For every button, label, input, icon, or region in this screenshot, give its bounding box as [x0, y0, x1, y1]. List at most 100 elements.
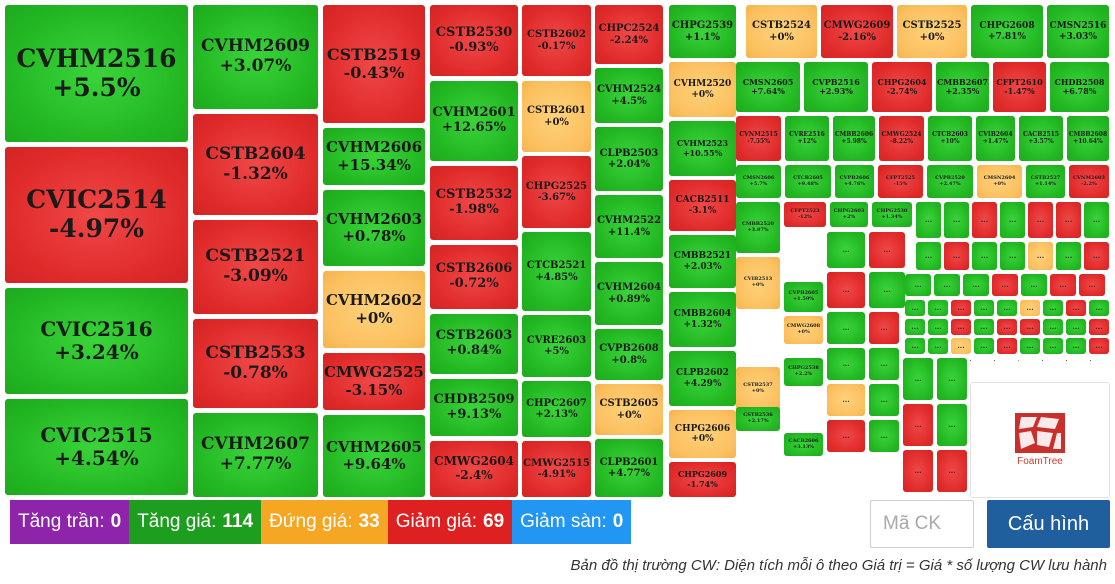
tile-cstb2602[interactable]: CSTB2602 -0.17%: [522, 5, 591, 76]
tile-more[interactable]: ...: [1043, 338, 1063, 354]
tile-more[interactable]: ...: [944, 202, 969, 238]
tile-cvhm2603[interactable]: CVHM2603 +0.78%: [323, 190, 425, 266]
tile-cvic2514[interactable]: CVIC2514 -4.97%: [5, 147, 188, 283]
tile-more[interactable]: ...: [963, 274, 989, 296]
config-button[interactable]: Cấu hình: [987, 500, 1110, 548]
tile-clpb2602[interactable]: CLPB2602 +4.29%: [669, 351, 736, 406]
tile-cstb2601[interactable]: CSTB2601 +0%: [522, 81, 591, 152]
tile-more[interactable]: ...: [1089, 319, 1109, 335]
tile-chpg2525[interactable]: CHPG2525 -3.67%: [522, 156, 591, 228]
tile-clpb2601[interactable]: CLPB2601 +4.77%: [595, 439, 663, 497]
tile-cstb2521[interactable]: CSTB2521 -3.09%: [193, 220, 318, 314]
tile-more[interactable]: ...: [1066, 319, 1086, 335]
tile-more[interactable]: ...: [905, 274, 931, 296]
tile-more[interactable]: ...: [827, 384, 865, 416]
legend-up[interactable]: Tăng giá: 114: [129, 500, 262, 544]
tile-more[interactable]: ...: [827, 272, 865, 308]
tile-cmwg2515[interactable]: CMWG2515 -4.91%: [522, 441, 591, 497]
legend-floor[interactable]: Giảm sàn: 0: [512, 500, 632, 544]
tile-more[interactable]: ...: [869, 348, 899, 380]
tile-more[interactable]: ...: [1028, 202, 1053, 238]
tile-cstb2532[interactable]: CSTB2532 -1.98%: [430, 166, 518, 240]
tile-cfpt2525[interactable]: CFPT2525 -15%: [878, 165, 923, 198]
tile-more[interactable]: ...: [869, 232, 905, 268]
tile-cvre2516[interactable]: CVRE2516 +12%: [785, 116, 829, 161]
tile-cmbb2604[interactable]: CMBB2604 +1.32%: [669, 292, 736, 347]
legend-flat[interactable]: Đứng giá: 33: [261, 500, 388, 544]
tile-more[interactable]: ...: [928, 319, 948, 335]
tile-chpc2524[interactable]: CHPC2524 -2.24%: [595, 5, 663, 64]
tile-cmbb2606[interactable]: CMBB2606 +5.98%: [833, 116, 875, 161]
tile-cacb2511[interactable]: CACB2511 -3.1%: [669, 180, 736, 231]
tile-cmwg2608[interactable]: CMWG2608 +0%: [784, 316, 823, 344]
tile-more[interactable]: ...: [997, 319, 1017, 335]
tile-more[interactable]: ...: [1043, 300, 1063, 316]
tile-more[interactable]: ...: [1066, 360, 1067, 361]
tile-more[interactable]: ...: [1066, 300, 1086, 316]
tile-chpg2609[interactable]: CHPG2609 -1.74%: [669, 462, 736, 497]
tile-more[interactable]: ...: [1089, 338, 1109, 354]
tile-more[interactable]: ...: [916, 202, 941, 238]
tile-chpg2608[interactable]: CHPG2608 +7.81%: [971, 5, 1043, 58]
tile-cvpb2606[interactable]: CVPB2606 +4.76%: [835, 165, 874, 198]
tile-more[interactable]: ...: [1018, 360, 1019, 361]
tile-more[interactable]: ...: [992, 274, 1018, 296]
tile-cstb2533[interactable]: CSTB2533 -0.78%: [193, 319, 318, 408]
tile-cstb2605[interactable]: CSTB2605 +0%: [595, 384, 663, 435]
tile-chpg2539[interactable]: CHPG2539 +1.1%: [669, 5, 736, 58]
tile-more[interactable]: ...: [997, 300, 1017, 316]
tile-cvhm2604[interactable]: CVHM2604 +0.89%: [595, 262, 663, 325]
tile-more[interactable]: ...: [903, 450, 933, 492]
tile-more[interactable]: ...: [1090, 360, 1091, 361]
legend-down[interactable]: Giảm giá: 69: [387, 500, 513, 544]
tile-more[interactable]: ...: [869, 420, 899, 452]
tile-more[interactable]: ...: [974, 338, 994, 354]
tile-more[interactable]: ...: [928, 300, 948, 316]
tile-more[interactable]: ...: [1079, 274, 1105, 296]
tile-cmsn2604[interactable]: CMSN2604 +0%: [977, 165, 1022, 198]
tile-more[interactable]: ...: [1042, 360, 1043, 361]
tile-cvpb2608[interactable]: CVPB2608 +0.8%: [595, 329, 663, 380]
tile-cstb2606[interactable]: CSTB2606 -0.72%: [430, 245, 518, 309]
tile-ctcb2521[interactable]: CTCB2521 +4.85%: [522, 232, 591, 311]
tile-chdb2509[interactable]: CHDB2509 +9.13%: [430, 379, 518, 436]
tile-chpg2538[interactable]: CHPG2538 +2.2%: [784, 358, 823, 386]
tile-more[interactable]: ...: [1043, 319, 1063, 335]
tile-cmwg2609[interactable]: CMWG2609 -2.16%: [821, 5, 893, 58]
tile-cvhm2601[interactable]: CVHM2601 +12.65%: [430, 81, 518, 161]
tile-more[interactable]: ...: [944, 242, 969, 270]
tile-cstb2604[interactable]: CSTB2604 -1.32%: [193, 114, 318, 215]
tile-more[interactable]: ...: [827, 232, 865, 268]
tile-more[interactable]: ...: [934, 274, 960, 296]
legend-ceiling[interactable]: Tăng trần: 0: [10, 500, 130, 544]
tile-more[interactable]: ...: [903, 358, 933, 400]
tile-more[interactable]: ...: [951, 338, 971, 354]
tile-cvhm2605[interactable]: CVHM2605 +9.64%: [323, 415, 425, 497]
tile-more[interactable]: ...: [937, 358, 967, 400]
tile-cvic2515[interactable]: CVIC2515 +4.54%: [5, 399, 188, 495]
tile-chpg2606[interactable]: CHPG2606 +0%: [669, 410, 736, 458]
tile-cvhm2522[interactable]: CVHM2522 +11.4%: [595, 195, 663, 258]
tile-more[interactable]: ...: [1028, 242, 1053, 270]
tile-cvnm2603[interactable]: CVNM2603 -2.2%: [1069, 165, 1109, 198]
tile-more[interactable]: ...: [916, 242, 941, 270]
tile-cvnm2515[interactable]: CVNM2515 -7.55%: [736, 116, 781, 161]
tile-more[interactable]: ...: [1084, 242, 1109, 270]
tile-cvib2604[interactable]: CVIB2604 +1.47%: [976, 116, 1015, 161]
tile-more[interactable]: ...: [1000, 202, 1025, 238]
tile-cvhm2516[interactable]: CVHM2516 +5.5%: [5, 5, 188, 142]
tile-more[interactable]: ...: [970, 360, 971, 361]
tile-more[interactable]: ...: [1056, 202, 1081, 238]
tile-cmsn2605[interactable]: CMSN2605 +7.64%: [736, 62, 800, 112]
tile-chpg2530[interactable]: CHPG2530 +1.34%: [872, 202, 912, 227]
tile-cmbb2520[interactable]: CMBB2520 +3.97%: [736, 202, 780, 253]
tile-more[interactable]: ...: [974, 319, 994, 335]
tile-cstb2524[interactable]: CSTB2524 +0%: [746, 5, 817, 58]
tile-more[interactable]: ...: [928, 338, 948, 354]
tile-more[interactable]: ...: [827, 420, 865, 452]
tile-clpb2503[interactable]: CLPB2503 +2.04%: [595, 127, 663, 191]
tile-more[interactable]: ...: [869, 272, 905, 308]
tile-cvpb2520[interactable]: CVPB2520 +2.47%: [927, 165, 973, 198]
tile-more[interactable]: ...: [951, 300, 971, 316]
tile-more[interactable]: ...: [972, 242, 997, 270]
